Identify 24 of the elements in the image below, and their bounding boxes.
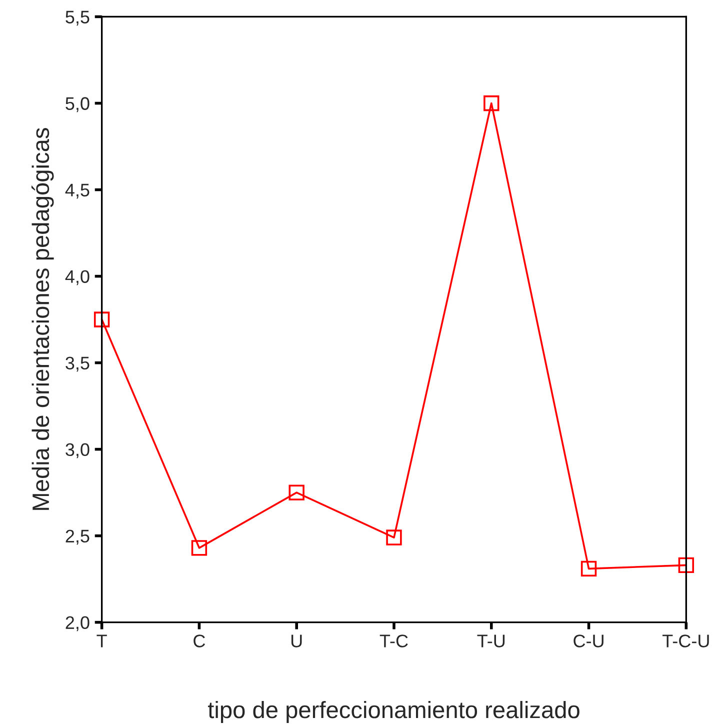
point [191, 540, 208, 556]
point [580, 560, 597, 577]
x-tick-label: U [291, 634, 302, 648]
y-tick-label: 5,5 [66, 10, 90, 26]
y-tick-label: 4,5 [65, 184, 90, 199]
point [386, 530, 402, 546]
x-tick-label: C [194, 634, 206, 648]
y-tick-label: 4,0 [65, 270, 90, 286]
y-tick-label: 2,0 [66, 616, 90, 632]
y-axis-title: Media de orientaciones pedagógicas [32, 128, 54, 510]
point [678, 557, 694, 574]
x-tick-label: T-C [380, 634, 408, 648]
point [484, 95, 500, 112]
point [288, 484, 304, 500]
y-tick-label: 3,0 [66, 443, 90, 458]
x-axis-title: tipo de perfeccionamiento realizado [208, 700, 580, 723]
x-tick-label: T-U [477, 634, 505, 648]
x-tick-label: T [96, 634, 107, 648]
x-tick-label: T-C-U [662, 634, 709, 648]
x-tick-label: C-U [574, 634, 604, 648]
y-tick-label: 2,5 [66, 530, 90, 545]
y-tick-label: 3,5 [66, 356, 90, 372]
y-tick-label: 5,0 [66, 97, 90, 112]
point [94, 312, 110, 328]
